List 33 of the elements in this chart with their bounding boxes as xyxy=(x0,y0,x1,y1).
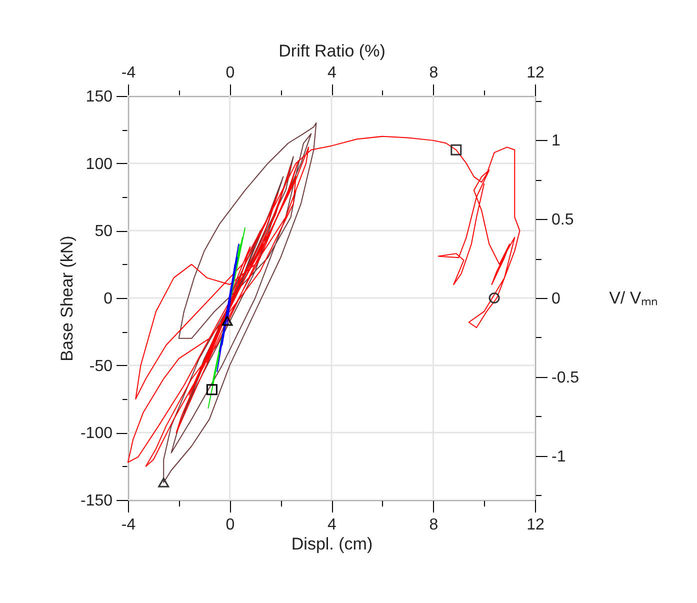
y-tick-label: 50 xyxy=(94,223,113,240)
y-tick-label: 150 xyxy=(86,88,113,106)
x-tick-label: 12 xyxy=(526,64,544,82)
point xyxy=(222,316,233,326)
point xyxy=(450,144,462,156)
x2-tick-label: -4 xyxy=(121,516,136,534)
y-tick-label: 100 xyxy=(86,156,113,173)
x-tick-label: 4 xyxy=(328,64,337,82)
y2-tick-label: 1 xyxy=(552,132,560,150)
x2-tick-label: 4 xyxy=(328,516,337,534)
y-tick-label: -100 xyxy=(80,425,113,442)
y-axis-title: Base Shear (kN) xyxy=(57,236,76,362)
y2-tick-label: 0 xyxy=(552,290,560,308)
x2-tick-label: 12 xyxy=(526,516,544,534)
x-tick-label: 0 xyxy=(226,64,235,82)
point xyxy=(158,478,170,488)
y2-tick-label: -1 xyxy=(552,448,566,466)
x-tick-label: 8 xyxy=(429,64,438,82)
line-series xyxy=(216,244,240,373)
point xyxy=(488,292,500,304)
x2-tick-label: 0 xyxy=(226,516,235,534)
y-tick-label: -50 xyxy=(89,358,113,375)
y2-tick-label: 0.5 xyxy=(552,212,574,229)
line-series xyxy=(128,136,520,467)
x2-axis-title: Drift Ratio (%) xyxy=(278,42,386,60)
x-tick-label: -4 xyxy=(121,64,136,82)
y-tick-label: 0 xyxy=(104,290,113,308)
x-axis-title: Displ. (cm) xyxy=(291,534,373,554)
point xyxy=(206,384,218,396)
y-tick-label: -150 xyxy=(80,492,113,510)
x2-tick-label: 8 xyxy=(429,516,438,534)
y2-tick-label: -0.5 xyxy=(552,369,580,386)
y2-axis-title: V/ Vₘₙ xyxy=(609,288,658,308)
